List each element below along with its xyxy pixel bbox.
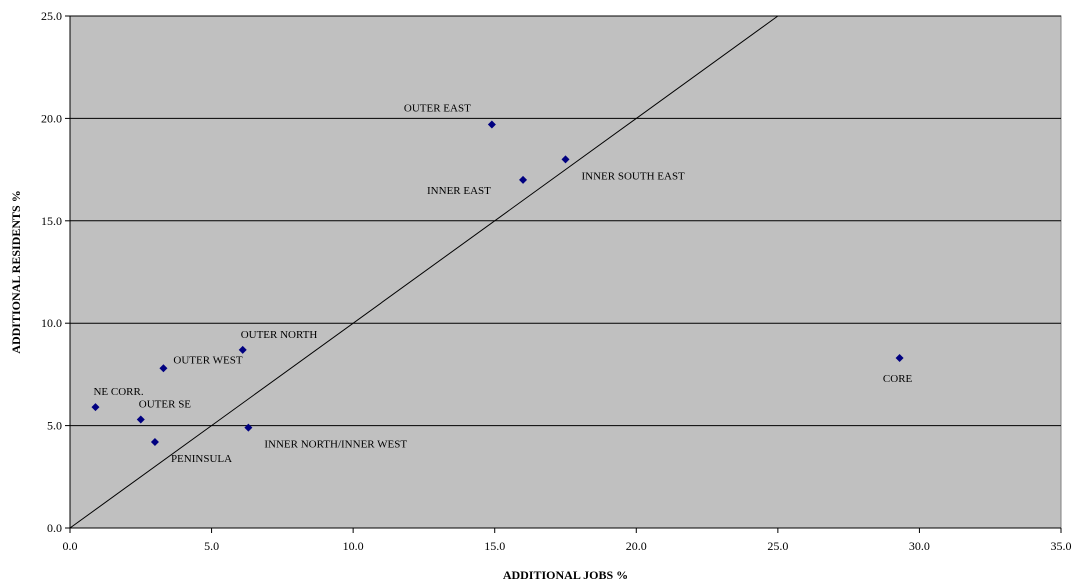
data-point-label: PENINSULA — [171, 453, 232, 465]
data-point-label: OUTER WEST — [173, 354, 242, 366]
reference-line — [69, 15, 779, 529]
x-tick-label: 35.0 — [1051, 539, 1072, 553]
data-point-marker — [91, 403, 100, 412]
axes: 0.0 5.0 10.0 15.0 20.0 25.0 30.0 35.0 0.0 5.0 10.0… — [41, 9, 1072, 553]
data-point-marker — [150, 437, 159, 446]
plot-area — [69, 15, 1062, 529]
data-point-label: INNER SOUTH EAST — [582, 170, 686, 182]
data-point-marker — [895, 354, 904, 363]
x-tick-label: 30.0 — [909, 539, 930, 553]
data-point-label: OUTER NORTH — [241, 329, 318, 341]
data-point-label: INNER EAST — [427, 185, 491, 197]
data-point-label: INNER NORTH/INNER WEST — [264, 439, 407, 451]
data-point-label: OUTER EAST — [404, 103, 471, 115]
x-tick-label: 10.0 — [343, 539, 364, 553]
data-point-marker — [136, 415, 145, 424]
data-point-marker — [238, 345, 247, 354]
reference-line-group — [69, 15, 779, 529]
gridlines — [70, 15, 1061, 427]
data-points: OUTER EAST INNER SOUTH EAST INNER EAST CORE… — [91, 103, 913, 465]
y-tick-label: 20.0 — [41, 111, 62, 125]
data-point-label: CORE — [883, 373, 913, 385]
data-point-marker — [561, 155, 570, 164]
y-tick-label: 0.0 — [47, 521, 62, 535]
x-tick-label: 0.0 — [63, 539, 78, 553]
data-point-marker — [519, 175, 528, 184]
x-tick-label: 15.0 — [484, 539, 505, 553]
data-point-marker — [487, 120, 496, 129]
y-tick-label: 15.0 — [41, 214, 62, 228]
data-point-marker — [159, 364, 168, 373]
x-tick-label: 25.0 — [767, 539, 788, 553]
y-axis-title: ADDITIONAL RESIDENTS % — [9, 190, 23, 353]
y-tick-label: 5.0 — [47, 419, 62, 433]
y-tick-label: 25.0 — [41, 9, 62, 23]
data-point-label: OUTER SE — [139, 398, 192, 410]
y-tick-label: 10.0 — [41, 316, 62, 330]
data-point-label: NE CORR. — [93, 386, 143, 398]
data-point-marker — [244, 423, 253, 432]
x-tick-label: 20.0 — [626, 539, 647, 553]
x-tick-label: 5.0 — [204, 539, 219, 553]
x-axis-title: ADDITIONAL JOBS % — [503, 568, 628, 582]
